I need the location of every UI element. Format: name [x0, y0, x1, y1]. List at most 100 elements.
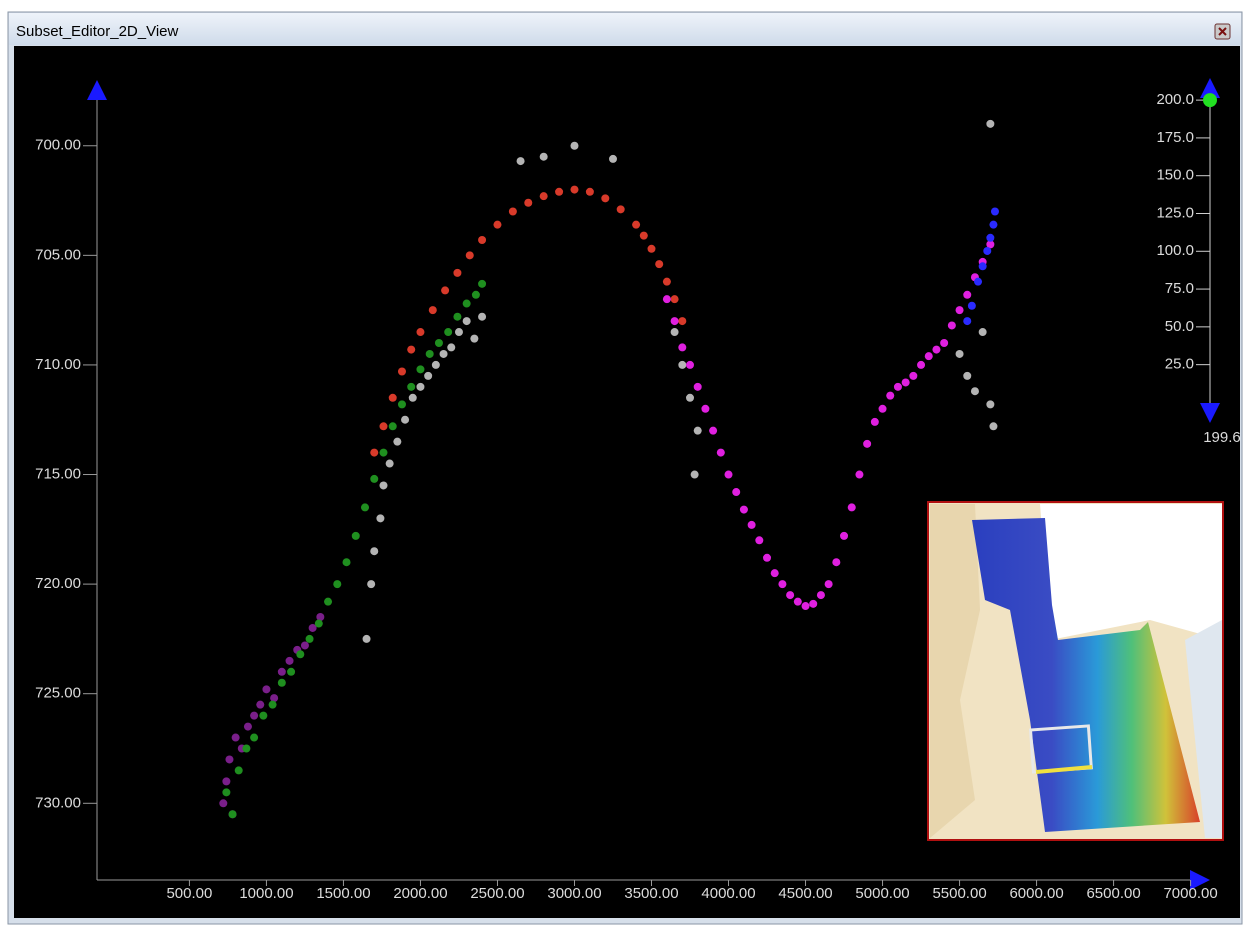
- point: [709, 427, 717, 435]
- point: [794, 598, 802, 606]
- point: [324, 598, 332, 606]
- scale-tick-label: 200.0: [1156, 91, 1194, 108]
- point: [691, 471, 699, 479]
- point: [871, 418, 879, 426]
- point: [416, 365, 424, 373]
- point: [363, 635, 371, 643]
- point: [732, 488, 740, 496]
- scale-marker: [1203, 93, 1217, 107]
- point: [663, 295, 671, 303]
- point: [440, 350, 448, 358]
- point: [886, 392, 894, 400]
- y-tick-label: 700.00: [35, 137, 81, 154]
- point: [786, 591, 794, 599]
- point: [832, 558, 840, 566]
- point: [407, 383, 415, 391]
- point: [256, 701, 264, 709]
- point: [725, 471, 733, 479]
- point: [694, 427, 702, 435]
- point: [991, 208, 999, 216]
- x-tick-label: 2000.00: [393, 885, 447, 902]
- point: [398, 400, 406, 408]
- point: [763, 554, 771, 562]
- point: [840, 532, 848, 540]
- point: [444, 328, 452, 336]
- point: [848, 503, 856, 511]
- point: [694, 383, 702, 391]
- y-tick-label: 710.00: [35, 356, 81, 373]
- x-tick-label: 7000.00: [1163, 885, 1217, 902]
- point: [250, 712, 258, 720]
- point: [343, 558, 351, 566]
- point: [956, 306, 964, 314]
- point: [429, 306, 437, 314]
- y-tick-label: 730.00: [35, 794, 81, 811]
- scale-bottom-label: 199.6: [1203, 429, 1241, 446]
- scale-tick-label: 150.0: [1156, 167, 1194, 184]
- x-tick-label: 6000.00: [1009, 885, 1063, 902]
- scale-tick-label: 50.0: [1165, 318, 1194, 335]
- point: [640, 232, 648, 240]
- point: [262, 685, 270, 693]
- point: [259, 712, 267, 720]
- point: [426, 350, 434, 358]
- point: [956, 350, 964, 358]
- point: [755, 536, 763, 544]
- point: [225, 755, 233, 763]
- point: [435, 339, 443, 347]
- point: [242, 744, 250, 752]
- scale-tick-label: 175.0: [1156, 129, 1194, 146]
- point: [379, 449, 387, 457]
- x-tick-label: 3500.00: [624, 885, 678, 902]
- point: [470, 335, 478, 343]
- point: [478, 280, 486, 288]
- point: [974, 278, 982, 286]
- point: [986, 234, 994, 242]
- point: [979, 262, 987, 270]
- point: [401, 416, 409, 424]
- point: [570, 142, 578, 150]
- point: [989, 422, 997, 430]
- point: [447, 343, 455, 351]
- point: [455, 328, 463, 336]
- point: [235, 766, 243, 774]
- point: [306, 635, 314, 643]
- point: [472, 291, 480, 299]
- point: [570, 186, 578, 194]
- point: [771, 569, 779, 577]
- close-button[interactable]: [1215, 24, 1230, 39]
- y-tick-label: 720.00: [35, 575, 81, 592]
- point: [663, 278, 671, 286]
- point: [517, 157, 525, 165]
- point: [963, 317, 971, 325]
- point: [748, 521, 756, 529]
- point: [802, 602, 810, 610]
- x-tick-label: 1500.00: [316, 885, 370, 902]
- point: [863, 440, 871, 448]
- point: [493, 221, 501, 229]
- point: [671, 295, 679, 303]
- point: [555, 188, 563, 196]
- x-tick-label: 4500.00: [778, 885, 832, 902]
- point: [963, 291, 971, 299]
- point: [963, 372, 971, 380]
- point: [509, 208, 517, 216]
- scale-tick-label: 100.0: [1156, 242, 1194, 259]
- point: [894, 383, 902, 391]
- point: [407, 346, 415, 354]
- point: [463, 317, 471, 325]
- x-tick-label: 500.00: [166, 885, 212, 902]
- point: [879, 405, 887, 413]
- point: [968, 302, 976, 310]
- point: [367, 580, 375, 588]
- window-title: Subset_Editor_2D_View: [16, 23, 178, 40]
- point: [222, 788, 230, 796]
- x-tick-label: 1000.00: [239, 885, 293, 902]
- point: [453, 269, 461, 277]
- point: [478, 236, 486, 244]
- point: [586, 188, 594, 196]
- point: [986, 120, 994, 128]
- point: [416, 328, 424, 336]
- point: [678, 317, 686, 325]
- point: [989, 221, 997, 229]
